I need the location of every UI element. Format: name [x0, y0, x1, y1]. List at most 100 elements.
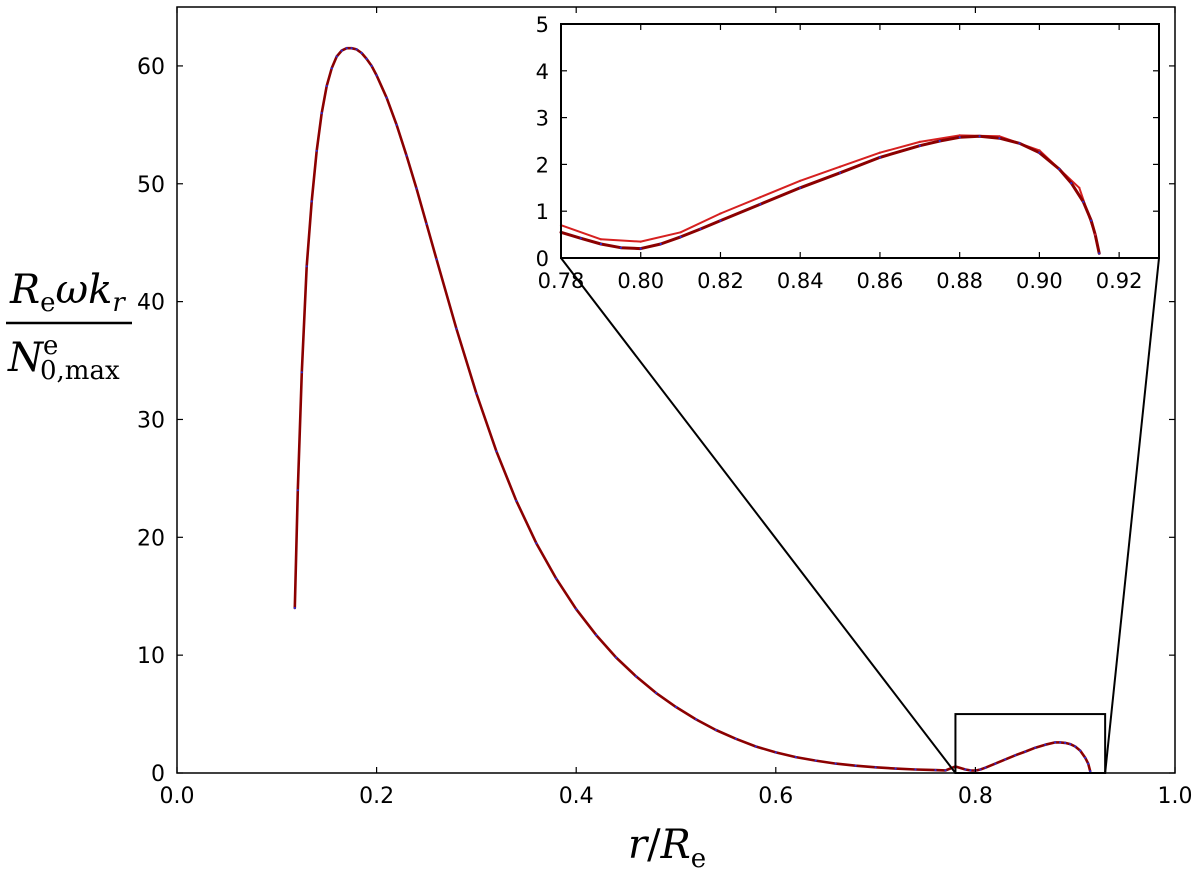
main-series-point	[350, 47, 353, 50]
main-series-point	[984, 766, 987, 769]
inset-background	[561, 24, 1159, 258]
main-series-point	[475, 392, 478, 395]
inset-series-main-point	[978, 135, 981, 138]
main-series-point	[415, 187, 418, 190]
inset-y-tick-label: 3	[536, 107, 549, 131]
main-x-tick-label: 1.0	[1158, 784, 1193, 809]
main-series-point	[300, 371, 303, 374]
main-series-point	[345, 47, 348, 50]
main-series-point	[360, 51, 363, 55]
main-series-point	[515, 499, 518, 502]
inset-series-main-point	[1090, 219, 1093, 222]
inset-plot: 0.78 0.80 0.82 0.84 0.86 0.88 0.90 0.92 0 1 2 3 4 5	[536, 13, 1160, 293]
main-series-point	[969, 769, 972, 772]
inset-series-upper-point	[719, 212, 722, 215]
xlabel-var: r	[628, 822, 650, 868]
main-series-point	[296, 489, 299, 492]
main-series-point	[1059, 741, 1062, 744]
main-x-tick-label: 0.6	[758, 784, 793, 809]
main-y-tick-label: 0	[151, 762, 165, 787]
main-series-point	[674, 705, 678, 709]
main-series-point	[293, 606, 296, 610]
inset-x-tick-label: 0.88	[936, 269, 983, 293]
main-series-point	[315, 149, 318, 152]
main-series-point	[330, 67, 333, 70]
zoom-box	[954, 713, 1107, 774]
ylabel-den-sub: 0,max	[40, 356, 120, 386]
inset-plot-curve	[559, 134, 1101, 255]
zoom-connector-right	[1104, 257, 1160, 774]
main-series-point	[395, 123, 398, 126]
inset-plot-frame	[560, 23, 1160, 259]
main-series-point	[694, 718, 698, 721]
inset-series-upper-point	[1094, 233, 1097, 236]
inset-series-main-point	[599, 242, 603, 246]
zoom-connector-left	[560, 257, 957, 774]
main-series-point	[535, 542, 538, 545]
main-series-point	[894, 767, 897, 770]
main-series-point	[1074, 745, 1077, 748]
main-y-tick-label: 40	[137, 291, 165, 316]
main-y-tick-label: 10	[137, 644, 165, 669]
inset-x-tick-label: 0.78	[538, 269, 585, 293]
inset-series-upper-point	[679, 231, 682, 234]
main-series-point	[340, 49, 343, 52]
xlabel-sub: e	[691, 844, 706, 871]
inset-series-upper-point	[998, 135, 1001, 138]
main-series-point	[375, 74, 378, 77]
main-series-point	[1087, 762, 1090, 765]
main-series-point	[385, 96, 388, 99]
inset-y-tick-label: 4	[536, 60, 549, 84]
inset-series-main-point	[1098, 252, 1101, 255]
main-series-point	[944, 769, 947, 772]
main-series-point	[325, 84, 328, 88]
ylabel-num-sym: R	[9, 267, 40, 313]
xlabel-sym: R	[660, 822, 691, 868]
main-series-point	[455, 327, 458, 330]
main-x-tick-label: 0.2	[359, 784, 394, 809]
main-series-point	[370, 64, 373, 67]
main-series-point	[555, 577, 558, 580]
main-series-point	[754, 745, 757, 748]
main-series-point	[979, 768, 982, 771]
inset-series-main-point	[579, 237, 583, 240]
main-series-point	[874, 766, 877, 769]
inset-series-main-point	[699, 227, 702, 231]
main-series-point	[854, 764, 857, 767]
xlabel-slash: /	[647, 822, 661, 868]
main-series-point	[1044, 743, 1047, 746]
inset-series-main-point	[659, 242, 662, 246]
inset-y-tick-label: 2	[536, 153, 549, 177]
main-series-point	[1054, 741, 1057, 744]
main-series-point	[1024, 750, 1027, 753]
inset-series-main-point	[799, 186, 802, 189]
main-series-point	[495, 450, 498, 453]
main-plot-frame	[176, 6, 1176, 774]
ylabel-num-sub: e	[40, 288, 55, 318]
main-series-point	[964, 768, 967, 771]
inset-series-main-line	[559, 134, 1101, 255]
inset-series-upper-point	[1078, 186, 1081, 189]
ylabel-den-sup: e	[43, 331, 58, 361]
main-series-point	[734, 737, 738, 740]
inset-series-main-point	[1058, 168, 1061, 171]
inset-series-main-point	[998, 137, 1001, 140]
inset-series-main-point	[1018, 142, 1021, 145]
main-x-tick-label: 0.4	[559, 784, 594, 809]
main-series-point	[774, 751, 777, 754]
main-series-point	[1084, 756, 1087, 759]
inset-series-main-point	[1070, 182, 1073, 185]
main-series-point	[1079, 749, 1082, 752]
main-series-point	[1089, 770, 1092, 773]
main-series-point	[794, 756, 797, 759]
x-axis-label: r/Re	[628, 822, 706, 871]
main-series-point	[615, 656, 618, 659]
main-series-point	[425, 222, 428, 225]
main-series-point	[305, 265, 308, 268]
inset-series-upper-point	[599, 238, 603, 241]
main-series-point	[814, 759, 817, 762]
main-series-point	[595, 634, 598, 637]
inset-series-main-point	[759, 203, 762, 206]
y-axis-label: Reωkr Ne 0,max	[6, 267, 132, 386]
